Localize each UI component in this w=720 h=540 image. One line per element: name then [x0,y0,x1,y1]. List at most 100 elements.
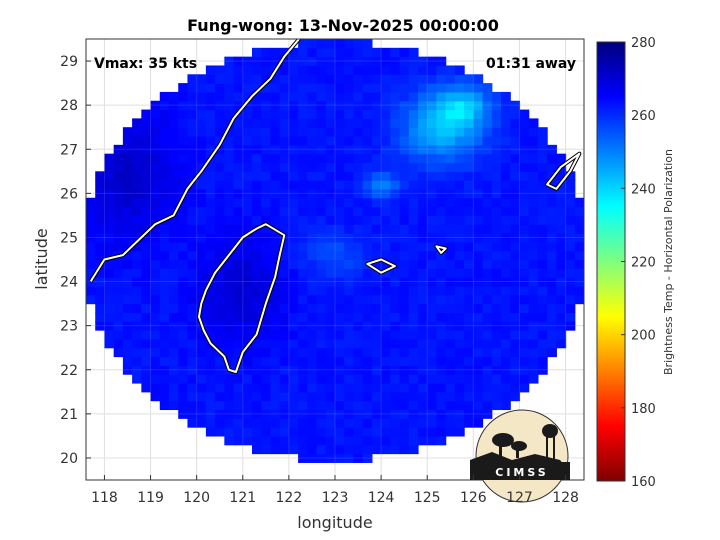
swath-cell [464,83,474,93]
swath-cell [141,259,152,269]
swath-cell [279,91,290,102]
swath-cell [381,409,391,419]
swath-cell [141,365,152,375]
swath-cell [390,356,401,366]
swath-cell [122,347,133,358]
swath-cell [298,109,308,119]
swath-cell [482,233,493,243]
swath-cell [491,180,502,190]
swath-cell [482,224,493,234]
swath-cell [427,197,438,208]
swath-cell [491,374,502,384]
swath-cell [159,382,170,393]
swath-cell [464,347,474,358]
swath-cell [399,312,410,322]
swath-cell [519,259,530,269]
swath-cell [501,100,511,111]
swath-cell [187,171,198,181]
swath-cell [408,118,419,128]
swath-cell [298,83,308,93]
swath-cell [344,321,355,331]
swath-cell [362,312,373,322]
swath-cell [104,321,115,331]
swath-cell [344,409,355,419]
swath-cell [316,330,327,340]
swath-cell [307,171,318,181]
swath-cell [242,268,253,278]
swath-cell [528,197,539,208]
swath-cell [381,136,391,146]
swath-cell [399,56,410,67]
swath-cell [196,391,207,402]
swath-cell [482,118,493,128]
swath-cell [141,188,152,199]
swath-cell [464,259,474,269]
swath-cell [491,303,502,314]
swath-cell [169,197,179,208]
swath-cell [169,127,179,137]
swath-cell [159,197,170,208]
swath-cell [261,444,272,455]
swath-cell [279,215,290,225]
swath-cell [307,277,318,287]
swath-cell [187,303,198,314]
swath-cell [344,224,355,234]
swath-cell [288,100,299,111]
swath-cell [270,233,281,243]
swath-cell [270,136,281,146]
swath-cell [279,409,290,419]
swath-cell [454,400,465,411]
swath-cell [261,241,272,252]
swath-cell [187,206,198,216]
swath-cell [445,233,456,243]
swath-cell [270,188,281,199]
swath-cell [547,285,557,296]
swath-cell [399,268,410,278]
swath-cell [298,268,308,278]
swath-cell [233,338,244,349]
swath-cell [482,171,493,181]
swath-cell [408,382,419,393]
swath-cell [215,224,225,234]
swath-cell [427,365,438,375]
swath-cell [196,330,207,340]
swath-cell [510,180,521,190]
swath-cell [491,171,502,181]
swath-cell [316,206,327,216]
swath-cell [252,171,262,181]
swath-cell [261,74,272,84]
swath-cell [537,127,548,137]
swath-cell [381,330,391,340]
swath-cell [196,338,207,349]
swath-cell [547,250,557,261]
swath-cell [418,215,428,225]
swath-cell [501,400,511,411]
swath-cell [399,241,410,252]
swath-cell [565,215,576,225]
swath-cell [279,294,290,305]
swath-cell [178,241,189,252]
swath-cell [205,118,216,128]
swath-cell [196,180,207,190]
x-axis-label: longitude [297,513,372,532]
swath-cell [95,268,106,278]
swath-cell [307,400,318,411]
swath-cell [390,56,401,67]
swath-cell [288,382,299,393]
x-tick-label: 124 [368,490,395,506]
swath-cell [270,91,281,102]
swath-cell [371,91,382,102]
swath-cell [141,197,152,208]
swath-cell [261,127,272,137]
swath-cell [519,171,530,181]
swath-cell [205,162,216,172]
swath-cell [150,171,161,181]
swath-cell [501,356,511,366]
swath-cell [270,330,281,340]
swath-cell [261,374,272,384]
swath-cell [178,118,189,128]
swath-cell [537,162,548,172]
swath-cell [104,259,115,269]
swath-cell [408,74,419,84]
swath-cell [344,206,355,216]
